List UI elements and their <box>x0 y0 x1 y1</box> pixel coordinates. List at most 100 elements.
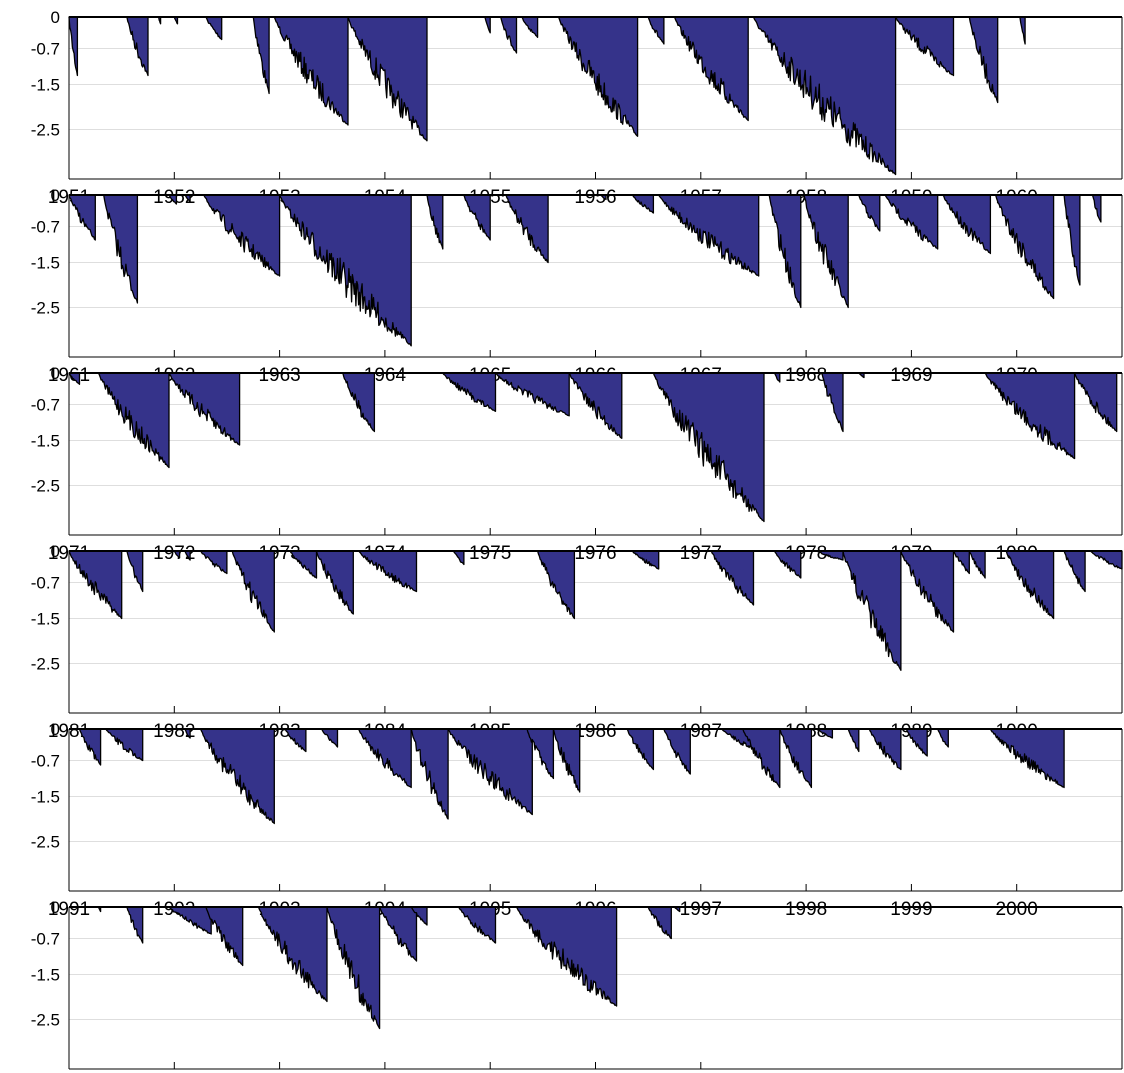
drawdown-area <box>663 728 691 775</box>
y-tick-label: -2.5 <box>31 121 60 140</box>
drawdown-area <box>410 728 449 820</box>
x-tick-label: 1968 <box>785 365 827 386</box>
y-tick-label: -1.5 <box>31 76 60 95</box>
y-tick-label: 0 <box>51 720 60 739</box>
y-tick-label: -2.5 <box>31 477 60 496</box>
drawdown-area <box>126 906 144 944</box>
y-tick-label: -1.5 <box>31 254 60 273</box>
y-tick-label: -1.5 <box>31 966 60 985</box>
drawdown-area <box>457 906 497 944</box>
drawdown-area <box>68 16 79 77</box>
drawdown-area <box>1091 194 1102 223</box>
drawdown-area <box>484 16 491 34</box>
drawdown-area <box>442 372 497 412</box>
drawdown-area <box>937 728 949 748</box>
x-tick-label: 1982 <box>153 721 195 742</box>
y-tick-label: -0.7 <box>31 930 60 949</box>
drawdown-area <box>815 550 844 561</box>
drawdown-area <box>184 550 191 561</box>
y-tick-label: -0.7 <box>31 218 60 237</box>
x-tick-label: 1999 <box>890 899 932 920</box>
drawdown-area <box>157 16 162 25</box>
drawdown-area <box>342 372 376 433</box>
drawdown-area <box>526 728 555 780</box>
x-tick-label: 1997 <box>680 899 722 920</box>
x-tick-label: 1986 <box>574 721 616 742</box>
drawdown-area <box>78 728 102 766</box>
drawdown-area <box>658 194 760 277</box>
drawdown-area <box>858 372 865 379</box>
panel-3: 0-0.7-1.5-2.5197119721973197419751976197… <box>31 364 1123 564</box>
drawdown-area <box>168 906 212 935</box>
drawdown-area <box>647 16 665 45</box>
drawdown-area <box>521 16 539 38</box>
drawdown-area <box>378 906 418 962</box>
drawdown-area <box>68 194 96 241</box>
y-tick-label: 0 <box>51 542 60 561</box>
drawdown-area <box>126 16 149 77</box>
drawdown-area <box>568 372 623 439</box>
drawdown-area <box>673 16 749 122</box>
drawdown-area <box>631 550 660 570</box>
drawdown-area <box>452 550 465 566</box>
y-tick-label: -1.5 <box>31 788 60 807</box>
drawdown-area <box>652 372 765 523</box>
y-tick-label: -2.5 <box>31 655 60 674</box>
drawdown-area <box>168 194 178 205</box>
drawdown-area <box>773 372 781 383</box>
drawdown-area <box>278 194 412 347</box>
y-tick-label: -0.7 <box>31 752 60 771</box>
drawdown-area <box>1063 550 1086 593</box>
drawdown-area <box>1063 194 1081 286</box>
panel-5: 0-0.7-1.5-2.5199119921993199419951996199… <box>31 720 1123 920</box>
panel-4: 0-0.7-1.5-2.5198119821983198419851986198… <box>31 542 1123 742</box>
drawdown-area <box>68 550 123 620</box>
drawdown-area <box>105 728 144 762</box>
drawdown-area <box>68 372 81 385</box>
drawdown-area <box>894 16 955 77</box>
drawdown-area <box>647 906 672 940</box>
drawdown-area <box>1019 16 1026 45</box>
drawdown-area <box>326 906 381 1030</box>
panel-2: 0-0.7-1.5-2.5196119621963196419651966196… <box>31 186 1123 386</box>
drawdown-area <box>752 16 897 176</box>
x-tick-label: 1977 <box>680 543 722 564</box>
x-tick-label: 1975 <box>469 543 511 564</box>
drawdown-area <box>989 728 1065 789</box>
drawdown-area <box>803 194 849 309</box>
drawdown-area <box>203 194 281 277</box>
drawdown-area <box>205 16 223 41</box>
drawdown-area <box>557 16 639 137</box>
y-tick-label: 0 <box>51 898 60 917</box>
drawdown-area <box>199 550 228 575</box>
drawdown-area <box>742 728 781 789</box>
drawdown-area <box>252 16 270 95</box>
drawdown-area <box>505 194 549 264</box>
y-tick-label: -0.7 <box>31 40 60 59</box>
drawdown-area <box>842 550 902 671</box>
drawdown-area <box>858 194 881 232</box>
y-tick-label: -0.7 <box>31 574 60 593</box>
drawdown-area <box>173 16 179 25</box>
drawdown-area <box>968 16 999 104</box>
drawdown-area <box>168 372 241 446</box>
drawdown-area <box>552 728 581 793</box>
drawdown-area <box>426 194 444 250</box>
y-tick-label: 0 <box>51 364 60 383</box>
drawdown-area <box>321 728 339 748</box>
drawdown-area <box>126 550 144 593</box>
drawdown-area <box>173 550 181 559</box>
drawdown-area <box>231 550 275 633</box>
drawdown-area <box>199 728 275 825</box>
drawdown-area <box>97 372 170 469</box>
drawdown-area <box>289 550 318 579</box>
drawdown-area <box>447 728 533 816</box>
drawdown-area <box>184 728 191 739</box>
drawdown-area <box>952 550 970 575</box>
drawdown-area <box>600 194 607 201</box>
drawdown-area <box>257 906 328 1003</box>
drawdown-area <box>1089 550 1123 570</box>
drawdown-area <box>97 906 102 913</box>
drawdown-area <box>815 728 834 739</box>
